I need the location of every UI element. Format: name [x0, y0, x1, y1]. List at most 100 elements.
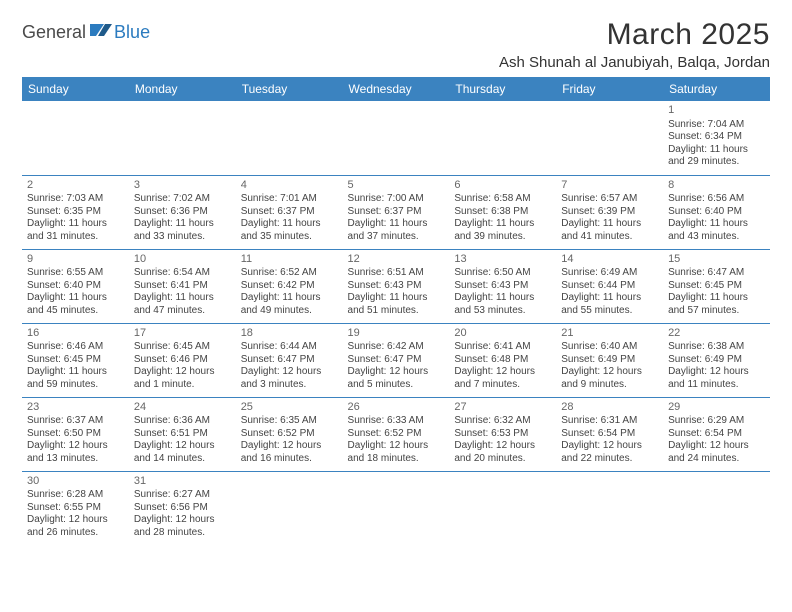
day-number: 12	[348, 253, 445, 267]
sunset-text: Sunset: 6:54 PM	[561, 428, 658, 441]
daylight-text: Daylight: 11 hours and 29 minutes.	[668, 144, 765, 169]
daylight-text: Daylight: 11 hours and 53 minutes.	[454, 292, 551, 317]
daylight-text: Daylight: 11 hours and 47 minutes.	[134, 292, 231, 317]
calendar-cell: 9Sunrise: 6:55 AMSunset: 6:40 PMDaylight…	[22, 249, 129, 323]
logo: General Blue	[22, 18, 150, 43]
sunrise-text: Sunrise: 6:38 AM	[668, 341, 765, 354]
sunrise-text: Sunrise: 6:29 AM	[668, 415, 765, 428]
sunrise-text: Sunrise: 6:51 AM	[348, 267, 445, 280]
day-number: 18	[241, 327, 338, 341]
flag-icon	[90, 22, 112, 43]
calendar-row: 30Sunrise: 6:28 AMSunset: 6:55 PMDayligh…	[22, 471, 770, 545]
calendar-row: 23Sunrise: 6:37 AMSunset: 6:50 PMDayligh…	[22, 397, 770, 471]
calendar-header-row: SundayMondayTuesdayWednesdayThursdayFrid…	[22, 77, 770, 101]
day-number: 1	[668, 104, 765, 118]
weekday-header: Thursday	[449, 77, 556, 101]
day-number: 25	[241, 401, 338, 415]
sunrise-text: Sunrise: 7:00 AM	[348, 193, 445, 206]
calendar-cell: 7Sunrise: 6:57 AMSunset: 6:39 PMDaylight…	[556, 175, 663, 249]
daylight-text: Daylight: 12 hours and 5 minutes.	[348, 366, 445, 391]
calendar-row: 16Sunrise: 6:46 AMSunset: 6:45 PMDayligh…	[22, 323, 770, 397]
calendar-cell: 26Sunrise: 6:33 AMSunset: 6:52 PMDayligh…	[343, 397, 450, 471]
day-number: 26	[348, 401, 445, 415]
sunrise-text: Sunrise: 6:47 AM	[668, 267, 765, 280]
daylight-text: Daylight: 11 hours and 39 minutes.	[454, 218, 551, 243]
sunset-text: Sunset: 6:47 PM	[348, 354, 445, 367]
calendar-cell: 1Sunrise: 7:04 AMSunset: 6:34 PMDaylight…	[663, 101, 770, 175]
sunset-text: Sunset: 6:37 PM	[348, 206, 445, 219]
weekday-header: Tuesday	[236, 77, 343, 101]
daylight-text: Daylight: 12 hours and 14 minutes.	[134, 440, 231, 465]
daylight-text: Daylight: 11 hours and 55 minutes.	[561, 292, 658, 317]
day-number: 4	[241, 179, 338, 193]
sunrise-text: Sunrise: 7:01 AM	[241, 193, 338, 206]
sunset-text: Sunset: 6:56 PM	[134, 502, 231, 515]
day-number: 13	[454, 253, 551, 267]
calendar-row: 2Sunrise: 7:03 AMSunset: 6:35 PMDaylight…	[22, 175, 770, 249]
daylight-text: Daylight: 11 hours and 51 minutes.	[348, 292, 445, 317]
calendar-cell: 2Sunrise: 7:03 AMSunset: 6:35 PMDaylight…	[22, 175, 129, 249]
calendar-cell	[449, 471, 556, 545]
sunset-text: Sunset: 6:43 PM	[348, 280, 445, 293]
calendar-cell: 8Sunrise: 6:56 AMSunset: 6:40 PMDaylight…	[663, 175, 770, 249]
sunrise-text: Sunrise: 6:58 AM	[454, 193, 551, 206]
day-number: 21	[561, 327, 658, 341]
day-number: 27	[454, 401, 551, 415]
calendar-cell: 28Sunrise: 6:31 AMSunset: 6:54 PMDayligh…	[556, 397, 663, 471]
page-title: March 2025	[499, 18, 770, 52]
logo-text-general: General	[22, 22, 86, 43]
calendar-cell: 29Sunrise: 6:29 AMSunset: 6:54 PMDayligh…	[663, 397, 770, 471]
sunset-text: Sunset: 6:39 PM	[561, 206, 658, 219]
day-number: 29	[668, 401, 765, 415]
calendar-cell: 4Sunrise: 7:01 AMSunset: 6:37 PMDaylight…	[236, 175, 343, 249]
calendar-table: SundayMondayTuesdayWednesdayThursdayFrid…	[22, 77, 770, 545]
daylight-text: Daylight: 12 hours and 9 minutes.	[561, 366, 658, 391]
calendar-cell	[556, 101, 663, 175]
sunset-text: Sunset: 6:43 PM	[454, 280, 551, 293]
daylight-text: Daylight: 12 hours and 18 minutes.	[348, 440, 445, 465]
calendar-cell: 24Sunrise: 6:36 AMSunset: 6:51 PMDayligh…	[129, 397, 236, 471]
daylight-text: Daylight: 12 hours and 16 minutes.	[241, 440, 338, 465]
daylight-text: Daylight: 11 hours and 59 minutes.	[27, 366, 124, 391]
calendar-cell	[663, 471, 770, 545]
day-number: 22	[668, 327, 765, 341]
sunrise-text: Sunrise: 6:32 AM	[454, 415, 551, 428]
sunset-text: Sunset: 6:55 PM	[27, 502, 124, 515]
daylight-text: Daylight: 12 hours and 22 minutes.	[561, 440, 658, 465]
day-number: 15	[668, 253, 765, 267]
daylight-text: Daylight: 12 hours and 1 minute.	[134, 366, 231, 391]
sunrise-text: Sunrise: 7:02 AM	[134, 193, 231, 206]
sunrise-text: Sunrise: 6:55 AM	[27, 267, 124, 280]
day-number: 10	[134, 253, 231, 267]
daylight-text: Daylight: 11 hours and 49 minutes.	[241, 292, 338, 317]
day-number: 19	[348, 327, 445, 341]
calendar-cell	[556, 471, 663, 545]
calendar-cell: 27Sunrise: 6:32 AMSunset: 6:53 PMDayligh…	[449, 397, 556, 471]
day-number: 17	[134, 327, 231, 341]
sunset-text: Sunset: 6:52 PM	[348, 428, 445, 441]
calendar-cell: 12Sunrise: 6:51 AMSunset: 6:43 PMDayligh…	[343, 249, 450, 323]
daylight-text: Daylight: 11 hours and 37 minutes.	[348, 218, 445, 243]
daylight-text: Daylight: 11 hours and 35 minutes.	[241, 218, 338, 243]
calendar-cell: 22Sunrise: 6:38 AMSunset: 6:49 PMDayligh…	[663, 323, 770, 397]
sunrise-text: Sunrise: 6:54 AM	[134, 267, 231, 280]
header: General Blue March 2025 Ash Shunah al Ja…	[22, 18, 770, 71]
sunset-text: Sunset: 6:47 PM	[241, 354, 338, 367]
location-subtitle: Ash Shunah al Janubiyah, Balqa, Jordan	[499, 54, 770, 71]
sunset-text: Sunset: 6:49 PM	[668, 354, 765, 367]
day-number: 16	[27, 327, 124, 341]
sunset-text: Sunset: 6:48 PM	[454, 354, 551, 367]
daylight-text: Daylight: 11 hours and 31 minutes.	[27, 218, 124, 243]
daylight-text: Daylight: 12 hours and 3 minutes.	[241, 366, 338, 391]
sunset-text: Sunset: 6:54 PM	[668, 428, 765, 441]
sunset-text: Sunset: 6:51 PM	[134, 428, 231, 441]
daylight-text: Daylight: 11 hours and 57 minutes.	[668, 292, 765, 317]
calendar-cell: 10Sunrise: 6:54 AMSunset: 6:41 PMDayligh…	[129, 249, 236, 323]
sunrise-text: Sunrise: 7:03 AM	[27, 193, 124, 206]
day-number: 11	[241, 253, 338, 267]
sunset-text: Sunset: 6:34 PM	[668, 131, 765, 144]
sunrise-text: Sunrise: 6:42 AM	[348, 341, 445, 354]
calendar-cell: 3Sunrise: 7:02 AMSunset: 6:36 PMDaylight…	[129, 175, 236, 249]
daylight-text: Daylight: 12 hours and 7 minutes.	[454, 366, 551, 391]
daylight-text: Daylight: 12 hours and 28 minutes.	[134, 514, 231, 539]
